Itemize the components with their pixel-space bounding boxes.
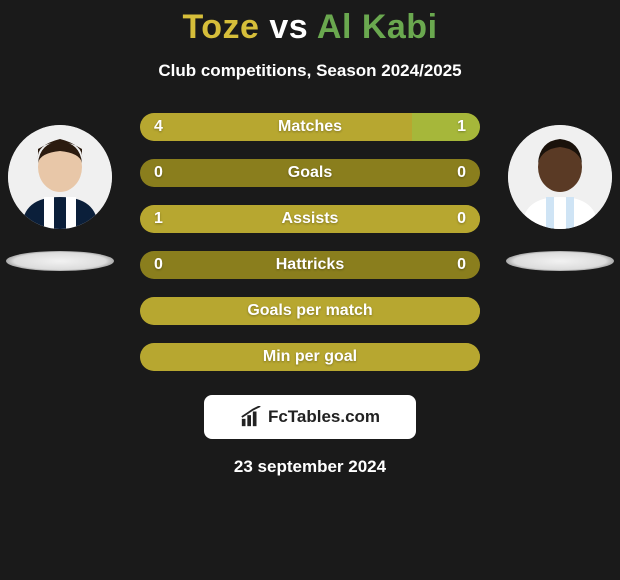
stats-list: 41Matches 00Goals 10Assists 00Hattricks Goal… [140, 113, 480, 371]
stat-row: 10Assists [140, 205, 480, 233]
title-player2: Al Kabi [317, 8, 438, 46]
player-left-avatar [8, 125, 112, 229]
subtitle: Club competitions, Season 2024/2025 [0, 61, 620, 81]
stat-row: 00Goals [140, 159, 480, 187]
source-badge[interactable]: FcTables.com [204, 395, 416, 439]
player-right-shadow [506, 251, 614, 271]
stat-row: Goals per match [140, 297, 480, 325]
stat-label: Goals per match [140, 302, 480, 320]
stat-label: Min per goal [140, 348, 480, 366]
stat-row: 41Matches [140, 113, 480, 141]
stat-label: Goals [140, 164, 480, 182]
comparison-card: Toze vs Al Kabi Club competitions, Seaso… [0, 0, 620, 477]
avatar-placeholder-icon [508, 125, 612, 229]
player-left-shadow [6, 251, 114, 271]
stat-label: Assists [140, 210, 480, 228]
page-title: Toze vs Al Kabi [0, 8, 620, 47]
title-player1: Toze [182, 8, 259, 46]
avatar-placeholder-icon [8, 125, 112, 229]
player-right-panel [508, 125, 612, 271]
player-right-avatar [508, 125, 612, 229]
player-left-panel [8, 125, 112, 271]
title-vs: vs [269, 8, 308, 46]
stat-row: 00Hattricks [140, 251, 480, 279]
chart-icon [240, 406, 262, 428]
source-badge-text: FcTables.com [268, 407, 380, 427]
snapshot-date: 23 september 2024 [0, 457, 620, 477]
stat-row: Min per goal [140, 343, 480, 371]
stat-label: Hattricks [140, 256, 480, 274]
stat-label: Matches [140, 118, 480, 136]
